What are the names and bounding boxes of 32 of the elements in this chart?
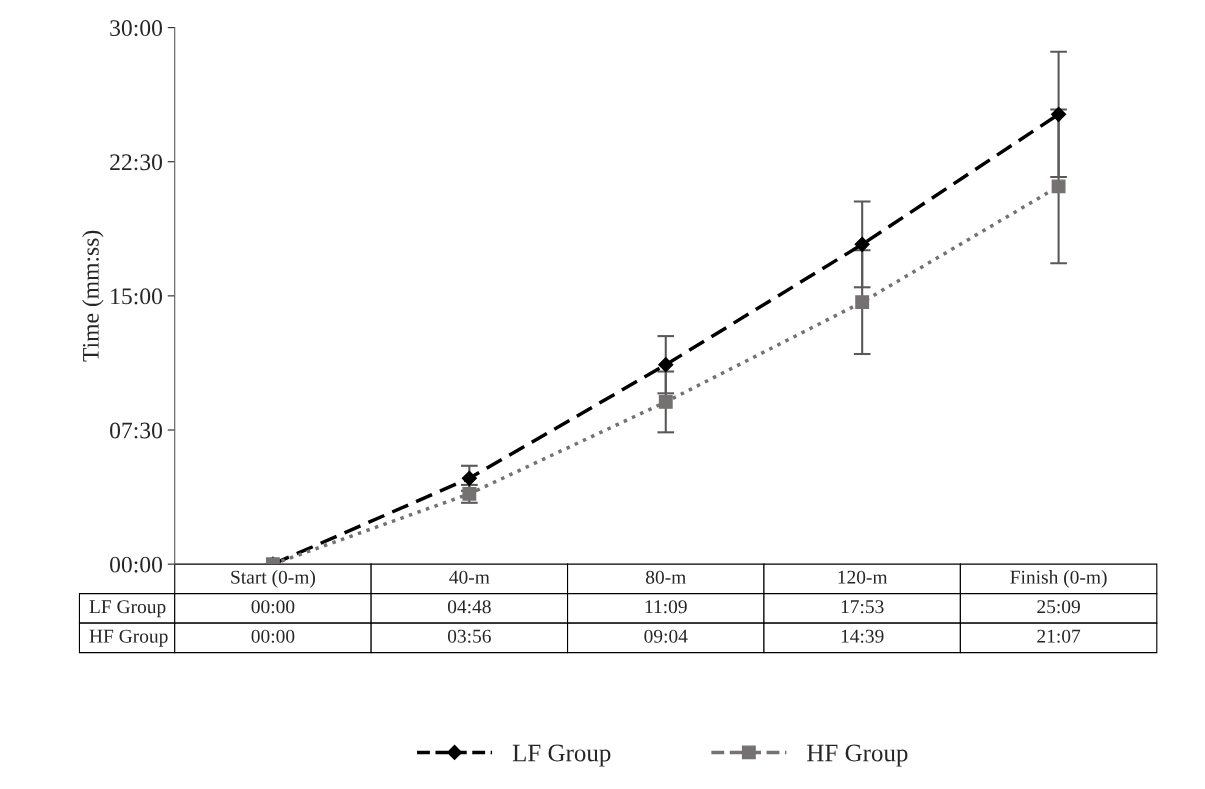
x-tick-label: Finish (0-m) bbox=[1010, 570, 1107, 588]
data-label: 03:56 bbox=[447, 629, 491, 643]
data-label: 21:07 bbox=[1037, 629, 1081, 643]
y-tick-label: 00:00 bbox=[110, 556, 163, 573]
x-tick-label: 40-m bbox=[449, 570, 490, 584]
y-tick-label: 07:30 bbox=[110, 422, 163, 439]
y-tick-label: 22:30 bbox=[110, 154, 163, 171]
data-label: 00:00 bbox=[251, 629, 295, 643]
point bbox=[855, 295, 870, 310]
data-label: 11:09 bbox=[645, 600, 687, 614]
x-tick-label: 80-m bbox=[645, 570, 686, 584]
y-tick-label: 15:00 bbox=[111, 288, 163, 305]
legend-label: HF Group bbox=[807, 744, 908, 767]
data-label: 14:39 bbox=[841, 629, 884, 643]
point bbox=[461, 470, 477, 486]
data-label: 09:04 bbox=[644, 629, 688, 643]
data-label: 17:53 bbox=[841, 600, 884, 614]
point bbox=[658, 357, 674, 373]
point bbox=[658, 394, 673, 409]
data-label: 04:48 bbox=[447, 600, 491, 614]
text: HF Group bbox=[89, 629, 168, 647]
point bbox=[854, 236, 870, 252]
y-axis-title: Time (mm:ss) bbox=[82, 230, 104, 362]
data-label: 00:00 bbox=[251, 600, 295, 614]
point bbox=[1051, 106, 1067, 122]
text: LF Group bbox=[89, 600, 166, 618]
y-tick-label: 30:00 bbox=[110, 20, 163, 37]
data-label: 25:09 bbox=[1037, 600, 1080, 614]
x-tick-label: Start (0-m) bbox=[231, 570, 316, 588]
point bbox=[1051, 179, 1066, 194]
legend-label: LF Group bbox=[512, 744, 611, 767]
x-tick-label: 120-m bbox=[838, 570, 888, 584]
